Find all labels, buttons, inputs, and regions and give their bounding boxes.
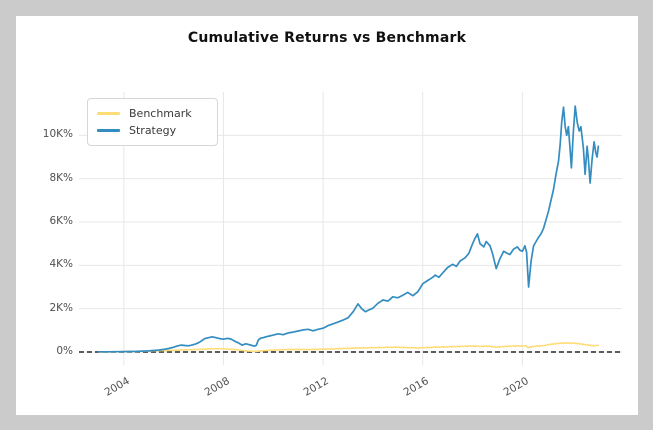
y-tick-label: 4K% bbox=[49, 258, 73, 271]
y-tick-label: 0% bbox=[56, 345, 73, 357]
y-tick-label: 6K% bbox=[49, 215, 73, 227]
chart-figure: Cumulative Returns vs Benchmark Benchmar… bbox=[16, 16, 638, 415]
legend-label-strategy: Strategy bbox=[129, 124, 177, 137]
legend: Benchmark Strategy bbox=[87, 98, 218, 146]
strategy-line-swatch bbox=[97, 129, 120, 132]
legend-label-benchmark: Benchmark bbox=[129, 107, 192, 120]
y-tick-label: 10K% bbox=[42, 128, 73, 141]
strategy-line bbox=[98, 105, 600, 353]
legend-item-strategy: Strategy bbox=[97, 122, 209, 139]
benchmark-line bbox=[98, 342, 600, 353]
y-tick-label: 2K% bbox=[49, 301, 73, 314]
y-tick-label: 8K% bbox=[49, 171, 73, 184]
benchmark-line-swatch bbox=[97, 112, 120, 115]
legend-item-benchmark: Benchmark bbox=[97, 105, 209, 122]
chart-title: Cumulative Returns vs Benchmark bbox=[187, 30, 467, 46]
plot-area bbox=[79, 92, 622, 365]
